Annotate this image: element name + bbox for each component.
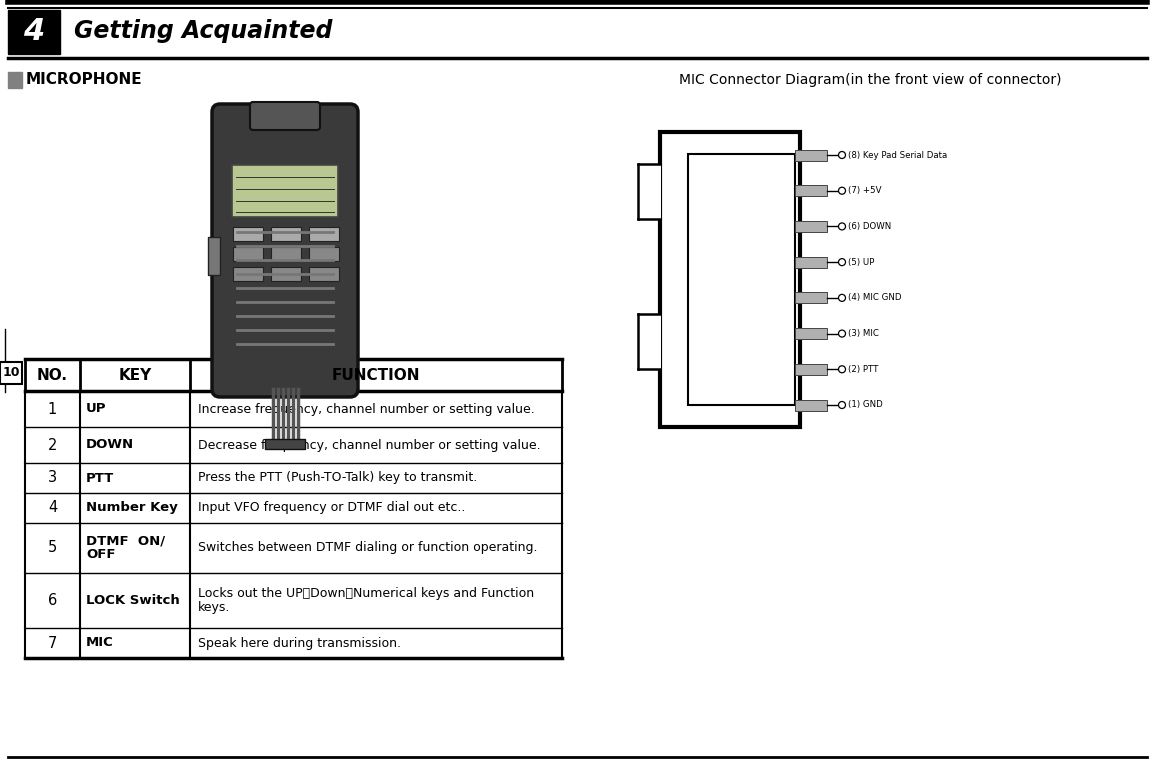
Circle shape [839,366,845,373]
Bar [638,164,661,219]
Text: (8) Key Pad Serial Data: (8) Key Pad Serial Data [848,151,947,159]
Text: LOCK Switch: LOCK Switch [85,594,180,607]
Text: DOWN: DOWN [85,438,134,451]
Text: 4: 4 [47,500,57,515]
Text: Locks out the UP、Down、Numerical keys and Function: Locks out the UP、Down、Numerical keys and… [198,587,534,601]
Bar [208,237,219,275]
Text: keys.: keys. [198,601,230,614]
FancyBboxPatch shape [213,104,358,397]
Text: (7) +5V: (7) +5V [848,186,881,195]
Text: 6: 6 [47,593,57,608]
Bar [310,267,340,281]
Bar [795,364,827,375]
Text: (1) GND: (1) GND [848,400,882,409]
Text: (4) MIC GND: (4) MIC GND [848,294,902,302]
Circle shape [839,402,845,409]
Text: UP: UP [85,402,106,416]
Bar [660,132,800,427]
Text: (6) DOWN: (6) DOWN [848,222,892,231]
Bar [310,227,340,241]
Text: NO.: NO. [37,368,68,382]
Bar [264,439,305,449]
Bar [795,328,827,339]
Text: 4: 4 [23,18,45,47]
Text: KEY: KEY [118,368,151,382]
Bar [795,256,827,267]
Text: 10: 10 [2,367,20,379]
Bar [795,149,827,161]
Bar [271,227,301,241]
Text: MICROPHONE: MICROPHONE [27,72,142,88]
Text: FUNCTION: FUNCTION [331,368,420,382]
Text: 1: 1 [47,402,57,416]
Bar [0,362,22,384]
Bar [232,165,338,217]
Text: MIC: MIC [85,636,113,650]
Text: Decrease frequency, channel number or setting value.: Decrease frequency, channel number or se… [198,438,541,451]
Bar [8,72,22,88]
Bar [795,221,827,232]
Bar [233,227,263,241]
Bar [688,154,795,405]
Text: 2: 2 [47,437,58,452]
Circle shape [839,187,845,194]
Text: Press the PTT (Push-TO-Talk) key to transmit.: Press the PTT (Push-TO-Talk) key to tran… [198,472,477,485]
Bar [795,399,827,410]
Bar [310,247,340,261]
Text: (2) PTT: (2) PTT [848,364,878,374]
Text: Switches between DTMF dialing or function operating.: Switches between DTMF dialing or functio… [198,542,537,555]
FancyBboxPatch shape [249,102,320,130]
Text: Number Key: Number Key [85,501,178,514]
Text: DTMF  ON/: DTMF ON/ [85,535,165,548]
Circle shape [839,223,845,230]
Circle shape [839,294,845,301]
Circle shape [839,152,845,159]
Bar [8,10,60,54]
Text: Speak here during transmission.: Speak here during transmission. [198,636,401,650]
Text: Increase frequency, channel number or setting value.: Increase frequency, channel number or se… [198,402,535,416]
Text: PTT: PTT [85,472,114,485]
Text: 3: 3 [49,471,57,486]
Text: OFF: OFF [85,548,116,561]
Text: 7: 7 [47,636,58,650]
Bar [795,292,827,303]
Bar [271,267,301,281]
Bar [638,314,661,369]
Circle shape [839,259,845,266]
Text: MIC Connector Diagram(in the front view of connector): MIC Connector Diagram(in the front view … [679,73,1061,87]
Text: (5) UP: (5) UP [848,258,874,267]
Bar [233,267,263,281]
Circle shape [839,330,845,337]
Bar [795,185,827,197]
Bar [271,247,301,261]
Text: (3) MIC: (3) MIC [848,329,879,338]
Text: Input VFO frequency or DTMF dial out etc..: Input VFO frequency or DTMF dial out etc… [198,501,465,514]
Text: 5: 5 [47,541,57,556]
Text: Getting Acquainted: Getting Acquainted [74,19,333,43]
Bar [233,247,263,261]
